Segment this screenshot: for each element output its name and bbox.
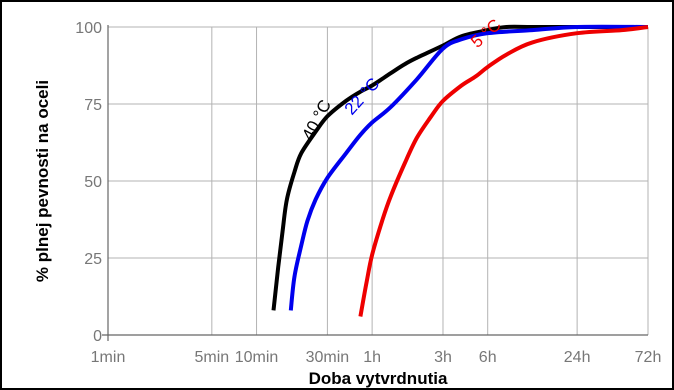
x-tick-label: 5min: [194, 349, 229, 366]
y-axis-title: % plnej pevnosti na oceli: [33, 80, 52, 282]
y-tick-labels: 0 25 50 75 100: [75, 20, 102, 345]
series-line-22-c: [288, 24, 649, 311]
grid: [102, 25, 649, 341]
series-line-40-c: [271, 24, 648, 311]
x-tick-label: 30min: [306, 349, 350, 366]
x-tick-label: 6h: [479, 349, 497, 366]
x-tick-label: 24h: [564, 349, 591, 366]
series-line-5-c: [358, 25, 649, 317]
x-tick-label: 72h: [635, 349, 662, 366]
x-tick-label: 1h: [363, 349, 381, 366]
y-tick-label: 0: [93, 328, 102, 345]
y-tick-label: 50: [84, 174, 102, 191]
x-tick-label: 1min: [91, 349, 126, 366]
x-tick-label: 3h: [434, 349, 452, 366]
y-tick-label: 75: [84, 97, 102, 114]
x-tick-labels: 1min 5min 10min 30min 1h 3h 6h 24h 72h: [91, 349, 662, 366]
y-tick-label: 25: [84, 251, 102, 268]
x-axis-title: Doba vytvrdnutia: [309, 369, 448, 388]
x-tick-label: 10min: [235, 349, 279, 366]
y-tick-label: 100: [75, 20, 102, 37]
